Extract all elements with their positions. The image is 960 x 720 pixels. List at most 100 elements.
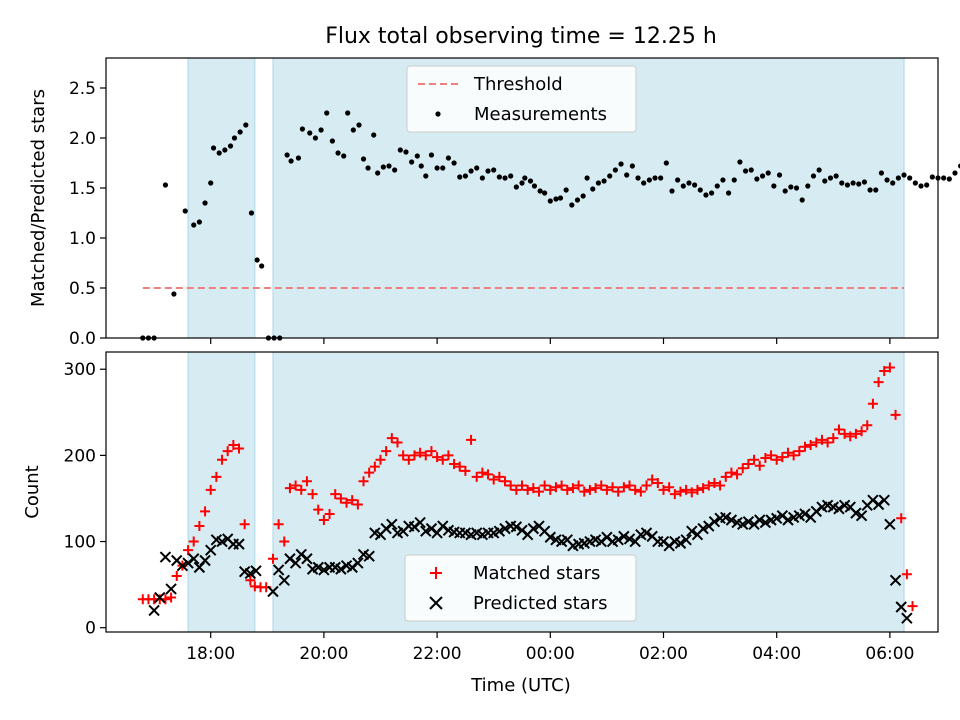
measurement-point <box>345 110 351 116</box>
measurement-point <box>941 175 947 181</box>
matched-star-point <box>330 489 341 500</box>
matched-star-point <box>432 452 443 463</box>
matched-star-point <box>760 452 771 463</box>
measurement-point <box>658 175 664 181</box>
measurement-point <box>731 177 737 183</box>
matched-star-point <box>273 519 284 530</box>
matched-star-point <box>494 471 505 482</box>
matched-star-point <box>245 575 256 586</box>
predicted-star-point <box>318 564 330 576</box>
matched-star-point <box>477 467 488 478</box>
measurement-point <box>793 185 800 191</box>
bottom-x-tick-label: 04:00 <box>752 644 801 664</box>
measurement-point <box>856 181 862 187</box>
predicted-star-point <box>708 516 721 528</box>
measurement-point <box>895 175 901 181</box>
matched-star-point <box>799 441 810 452</box>
predicted-star-point <box>674 537 687 549</box>
matched-star-point <box>890 409 901 420</box>
predicted-star-point <box>386 518 398 531</box>
matched-star-point <box>437 454 448 465</box>
matched-star-point <box>669 489 680 500</box>
matched-star-point <box>369 461 380 472</box>
matched-star-point <box>658 484 669 495</box>
predicted-star-point <box>363 550 375 562</box>
measurement-point <box>867 187 873 193</box>
measurement-point <box>324 110 330 116</box>
predicted-star-point <box>782 514 794 526</box>
matched-star-point <box>550 482 561 493</box>
measurement-point <box>335 150 341 156</box>
matched-star-point <box>907 601 918 612</box>
bottom-panel: 0 100 200 300 18:00 20:00 22:00 00:00 02:00 04:0… <box>22 351 939 696</box>
measurement-point <box>299 126 305 132</box>
predicted-star-point <box>725 514 738 526</box>
measurement-point <box>295 155 302 161</box>
predicted-star-point <box>833 503 845 515</box>
matched-star-point <box>743 459 754 469</box>
matched-star-point <box>635 486 646 497</box>
matched-star-point <box>788 450 799 461</box>
matched-star-point <box>386 433 397 444</box>
measurement-point <box>822 178 828 184</box>
matched-star-point <box>205 484 216 495</box>
measurement-point <box>563 187 569 193</box>
measurement-point <box>663 160 669 166</box>
matched-star-point <box>703 480 714 491</box>
measurement-point <box>595 180 602 186</box>
matched-star-point <box>749 454 760 465</box>
top-legend-box <box>406 65 637 133</box>
measurement-point <box>584 175 590 181</box>
predicted-star-point <box>720 511 732 524</box>
predicted-star-point <box>640 527 653 539</box>
matched-star-point <box>341 497 352 508</box>
measurement-point <box>519 180 525 186</box>
measurement-point <box>231 135 238 141</box>
matched-star-point <box>500 476 511 487</box>
matched-star-point <box>234 443 245 454</box>
matched-star-point <box>777 452 788 463</box>
measurement-point <box>601 178 607 184</box>
measurement-point <box>646 177 652 183</box>
matched-star-point <box>601 484 612 495</box>
measurement-point <box>952 170 958 176</box>
measurement-point <box>878 170 885 176</box>
measurement-point <box>208 180 214 186</box>
top-legend: Threshold Measurements <box>406 65 637 133</box>
measurement-point <box>839 180 845 186</box>
matched-star-point <box>403 454 414 465</box>
measurement-point <box>924 182 930 188</box>
matched-star-point <box>296 484 307 495</box>
measurement-point <box>243 122 249 128</box>
measurement-point <box>375 170 381 176</box>
matched-star-point <box>454 461 465 472</box>
measurement-point <box>284 152 290 158</box>
measurement-point <box>403 149 409 155</box>
predicted-star-point <box>884 518 896 531</box>
matched-star-point <box>862 420 873 431</box>
bottom-plot-frame <box>105 351 939 633</box>
predicted-star-point <box>737 518 749 531</box>
measurement-points <box>140 110 960 341</box>
matched-star-point <box>630 484 641 495</box>
measurement-point <box>440 165 446 171</box>
measurement-point <box>227 143 234 149</box>
bottom-x-tick-label: 20:00 <box>299 644 348 664</box>
measurement-point <box>191 222 197 228</box>
measurement-point <box>725 190 732 196</box>
matched-star-point <box>850 428 861 439</box>
matched-star-point <box>545 484 556 495</box>
matched-star-point <box>647 474 658 485</box>
measurement-point <box>737 159 743 165</box>
measurement-point <box>686 180 692 186</box>
matched-star-point <box>460 465 471 476</box>
bottom-x-tick-label: 06:00 <box>865 644 914 664</box>
predicted-star-point <box>216 535 228 548</box>
measurement-point <box>771 183 777 189</box>
predicted-star-point <box>289 557 302 569</box>
measurement-point <box>356 122 362 128</box>
matched-star-point <box>737 463 748 474</box>
measurement-point <box>669 188 675 194</box>
bottom-legend-box <box>404 554 637 622</box>
x-axis-label: Time (UTC) <box>470 675 571 696</box>
